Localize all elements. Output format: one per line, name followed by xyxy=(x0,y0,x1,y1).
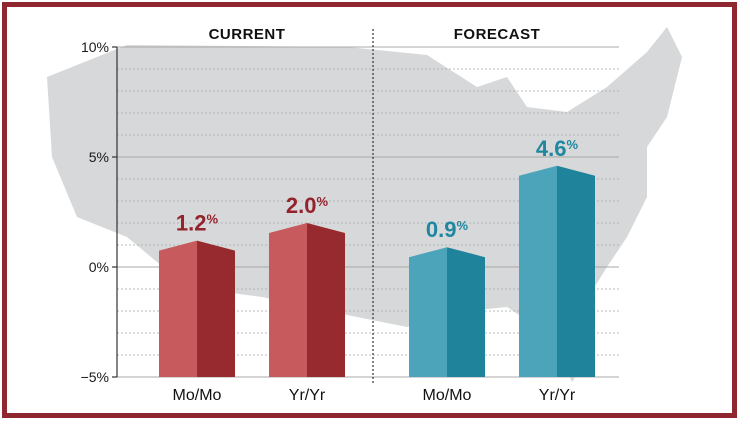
category-label: Mo/Mo xyxy=(173,387,222,404)
y-tick-label: 0% xyxy=(89,259,109,275)
bar-forecast-yr-yr xyxy=(519,165,595,377)
y-tick-label: −5% xyxy=(81,369,109,385)
section-label-forecast: FORECAST xyxy=(454,26,541,43)
category-label: Mo/Mo xyxy=(423,387,472,404)
bar-left-face xyxy=(409,247,447,377)
y-axis: 10% 5% 0% −5% xyxy=(81,39,118,385)
category-labels: Mo/Mo Yr/Yr Mo/Mo Yr/Yr xyxy=(173,387,576,404)
bar-chart: 10% 5% 0% −5% CURRENT FORECAST 1.2% 2.0% 0.9%… xyxy=(47,26,682,404)
y-tick-label: 10% xyxy=(81,39,109,55)
bar-right-face xyxy=(197,240,235,377)
bar-right-face xyxy=(447,247,485,377)
bar-value-label: 2.0% xyxy=(286,193,329,218)
bar-labels: 1.2% 2.0% 0.9% 4.6% xyxy=(176,136,579,242)
category-label: Yr/Yr xyxy=(289,387,326,404)
bar-value-label: 4.6% xyxy=(536,136,579,161)
category-label: Yr/Yr xyxy=(539,387,576,404)
bar-current-mo-mo xyxy=(159,240,235,377)
bar-left-face xyxy=(269,223,307,377)
bar-left-face xyxy=(519,165,557,377)
bar-value-label: 1.2% xyxy=(176,211,219,236)
bar-current-yr-yr xyxy=(269,223,345,377)
bar-left-face xyxy=(159,240,197,377)
section-label-current: CURRENT xyxy=(209,26,286,43)
bars xyxy=(159,165,595,377)
y-tick-label: 5% xyxy=(89,149,109,165)
chart-frame: 10% 5% 0% −5% CURRENT FORECAST 1.2% 2.0% 0.9%… xyxy=(2,2,737,418)
bar-right-face xyxy=(307,223,345,377)
bar-forecast-mo-mo xyxy=(409,247,485,377)
bar-right-face xyxy=(557,165,595,377)
bar-value-label: 0.9% xyxy=(426,217,469,242)
